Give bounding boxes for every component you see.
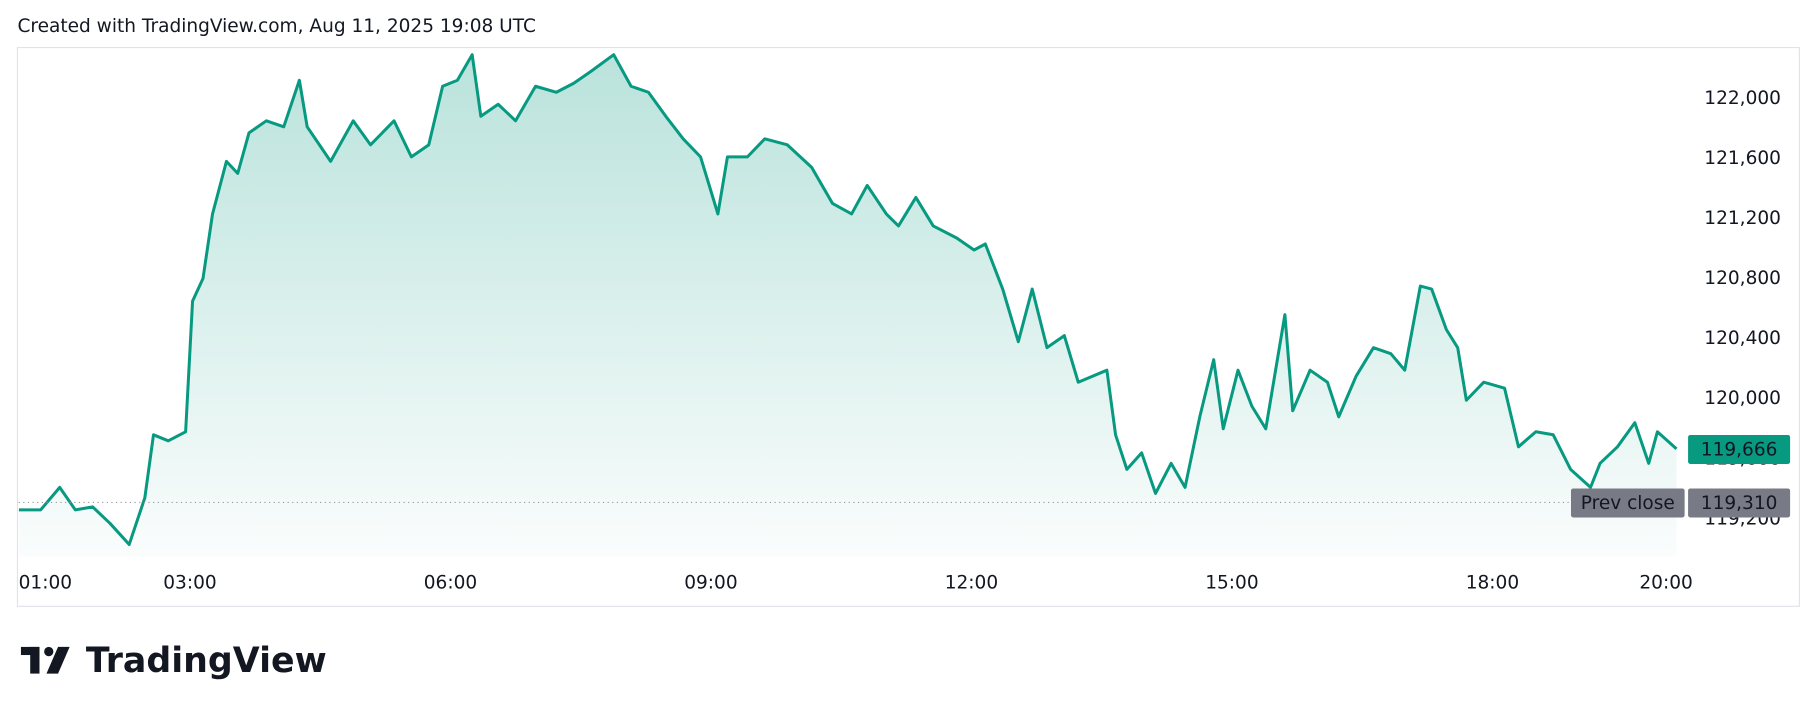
y-tick-label: 120,400 xyxy=(1704,328,1781,349)
x-tick-label: 18:00 xyxy=(1466,573,1519,594)
y-tick-label: 122,000 xyxy=(1704,88,1781,109)
prev-close-name: Prev close xyxy=(1581,493,1675,514)
last-price-box xyxy=(1688,435,1791,464)
y-tick-label: 121,200 xyxy=(1704,208,1781,229)
header: Created with TradingView.com, Aug 11, 20… xyxy=(17,16,535,37)
prev-close-box xyxy=(1570,488,1685,518)
x-tick-label: 06:00 xyxy=(424,573,477,594)
prev-close-value-box xyxy=(1688,488,1791,518)
x-tick-label: 12:00 xyxy=(945,573,998,594)
y-tick-label: 121,600 xyxy=(1704,148,1781,169)
prev-close-value: 119,310 xyxy=(1701,493,1778,514)
logo-text: TradingView xyxy=(86,641,327,681)
x-tick-label: 03:00 xyxy=(163,573,216,594)
y-tick-label: 120,800 xyxy=(1704,268,1781,289)
logo-icon xyxy=(20,646,70,674)
x-tick-label: 09:00 xyxy=(684,573,737,594)
last-price-label: 119,666 xyxy=(1701,440,1778,461)
x-tick-label: 15:00 xyxy=(1205,573,1258,594)
area xyxy=(18,54,1677,557)
frame xyxy=(16,46,1800,607)
line xyxy=(18,53,1678,546)
x-tick-label: 20:00 xyxy=(1639,573,1692,594)
y-tick-label: 120,000 xyxy=(1704,388,1781,409)
x-tick-label: 01:00 xyxy=(19,573,72,594)
